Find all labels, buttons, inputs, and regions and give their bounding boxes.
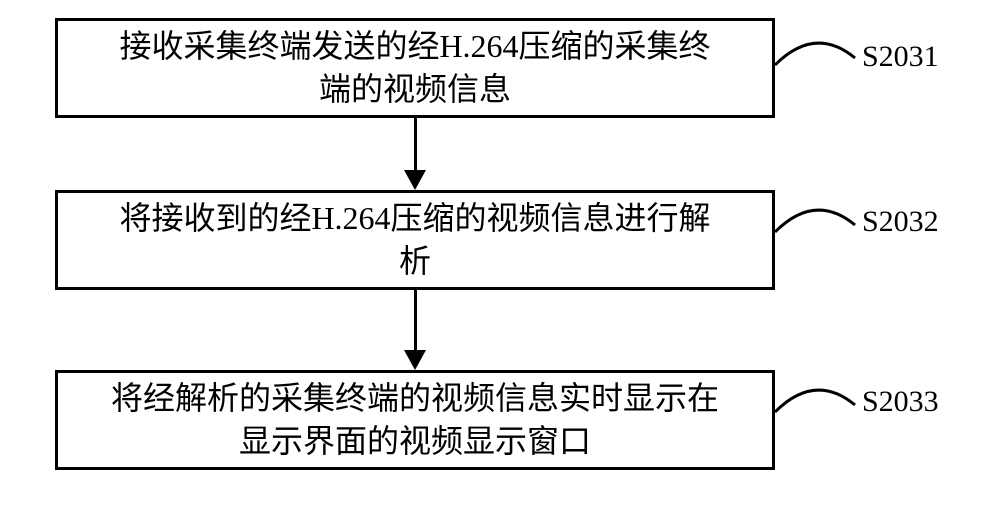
arrow-2-head xyxy=(404,350,426,370)
flowchart-canvas: 接收采集终端发送的经H.264压缩的采集终端的视频信息 S2031 将接收到的经… xyxy=(0,0,1000,519)
arrow-1-head xyxy=(404,170,426,190)
step-label-1: S2031 xyxy=(862,40,939,74)
step-label-2: S2032 xyxy=(862,205,939,239)
step-text-3: 将经解析的采集终端的视频信息实时显示在显示界面的视频显示窗口 xyxy=(111,377,719,463)
step-text-2: 将接收到的经H.264压缩的视频信息进行解析 xyxy=(119,197,710,283)
arrow-2-line xyxy=(414,290,417,350)
step-box-2: 将接收到的经H.264压缩的视频信息进行解析 xyxy=(55,190,775,290)
step-label-3: S2033 xyxy=(862,385,939,419)
step-box-1: 接收采集终端发送的经H.264压缩的采集终端的视频信息 xyxy=(55,18,775,118)
step-text-1: 接收采集终端发送的经H.264压缩的采集终端的视频信息 xyxy=(119,25,710,111)
arrow-1-line xyxy=(414,118,417,170)
step-box-3: 将经解析的采集终端的视频信息实时显示在显示界面的视频显示窗口 xyxy=(55,370,775,470)
